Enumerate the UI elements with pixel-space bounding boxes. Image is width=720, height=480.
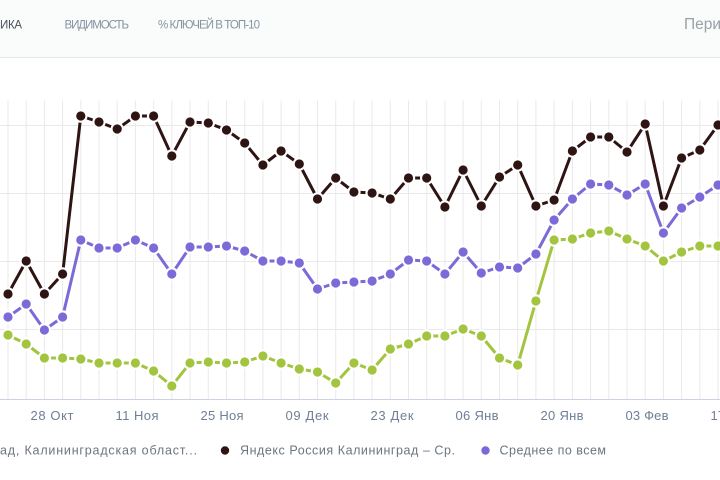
svg-text:09 Дек: 09 Дек bbox=[286, 408, 329, 423]
svg-text:% КЛЮЧЕЙ В ТОП-10: % КЛЮЧЕЙ В ТОП-10 bbox=[158, 19, 260, 32]
svg-text:ад, Калининградская област...: ад, Калининградская област... bbox=[0, 444, 197, 458]
svg-text:06 Янв: 06 Янв bbox=[456, 408, 499, 423]
svg-text:25 Ноя: 25 Ноя bbox=[201, 408, 244, 423]
svg-text:ВИДИМОСТЬ: ВИДИМОСТЬ bbox=[65, 20, 130, 32]
svg-text:Период: Период bbox=[684, 16, 720, 33]
svg-text:20 Янв: 20 Янв bbox=[541, 408, 584, 423]
svg-text:23 Дек: 23 Дек bbox=[371, 408, 414, 423]
svg-text:17 Фев: 17 Фев bbox=[711, 408, 720, 423]
svg-text:03 Фев: 03 Фев bbox=[626, 408, 669, 423]
svg-text:28 Окт: 28 Окт bbox=[31, 408, 74, 423]
svg-text:Среднее по всем: Среднее по всем bbox=[500, 444, 607, 458]
svg-text:11 Ноя: 11 Ноя bbox=[116, 408, 159, 423]
svg-text:ИКА: ИКА bbox=[0, 20, 22, 32]
svg-text:Яндекс Россия Калининград – Ср: Яндекс Россия Калининград – Ср. bbox=[240, 444, 455, 458]
